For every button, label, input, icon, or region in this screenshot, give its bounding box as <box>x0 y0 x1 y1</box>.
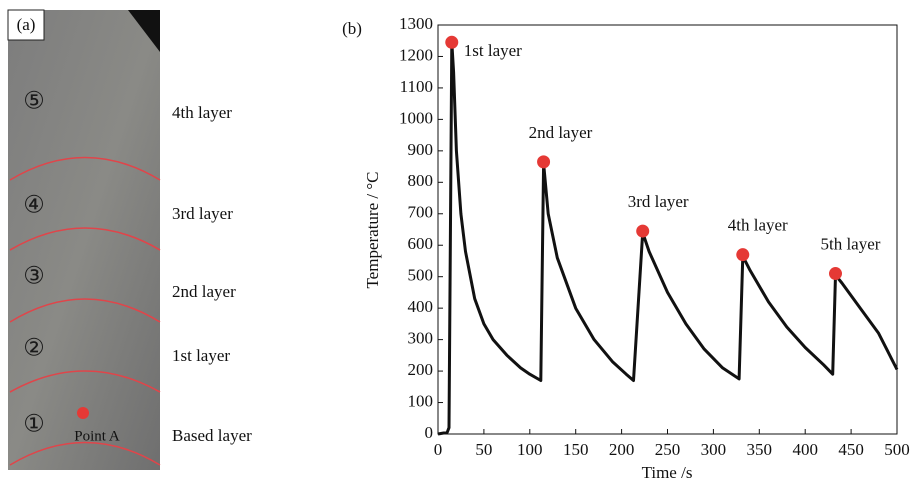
layer-boundaries <box>9 156 161 466</box>
y-tick-label: 100 <box>408 391 434 410</box>
x-tick-label: 500 <box>884 440 910 459</box>
panel-b: (b) Time /s Temperature / °C 0 100 200 300 4… <box>342 14 910 482</box>
y-tick-label: 1100 <box>400 77 433 96</box>
boundary <box>9 156 161 181</box>
plot-frame <box>437 24 898 435</box>
x-tick-label: 200 <box>609 440 635 459</box>
temperature-line <box>437 40 899 436</box>
layer-number: ④ <box>23 193 45 219</box>
y-tick-label: 800 <box>408 171 434 190</box>
layer-label: 2nd layer <box>172 282 236 301</box>
y-tick-label: 400 <box>408 297 434 316</box>
boundary <box>9 441 161 466</box>
boundary <box>9 298 161 323</box>
layer-number: ⑤ <box>23 89 45 115</box>
peak-label: 2nd layer <box>529 123 593 142</box>
photo <box>8 10 160 470</box>
boundary <box>9 227 161 251</box>
x-tick-label: 300 <box>701 440 727 459</box>
y-tick-label: 500 <box>408 266 434 285</box>
peak-label: 3rd layer <box>628 192 689 211</box>
x-tick-label: 50 <box>475 440 492 459</box>
y-tick-label: 900 <box>408 140 434 159</box>
peak-label: 1st layer <box>464 41 522 60</box>
layer-label: 4th layer <box>172 103 232 122</box>
layer-number: ③ <box>23 264 45 290</box>
y-tick-label: 200 <box>408 360 434 379</box>
layer-label: Based layer <box>172 426 252 445</box>
panel-label: (a) <box>17 15 36 34</box>
x-tick-label: 400 <box>792 440 818 459</box>
y-axis-label: Temperature / °C <box>363 171 382 288</box>
y-tick-label: 1000 <box>399 108 433 127</box>
peak-point <box>736 248 750 262</box>
panel-a: (a) ⑤ ④ ③ ② ① Point A 4th layer 3rd laye… <box>7 9 252 470</box>
x-tick-label: 250 <box>655 440 681 459</box>
point-label: Point A <box>74 428 120 444</box>
point-a-marker <box>77 407 89 419</box>
peak-point <box>828 267 842 281</box>
peak-label: 5th layer <box>820 234 880 253</box>
boundary <box>9 370 161 393</box>
peak-label: 4th layer <box>728 216 788 235</box>
x-tick-label: 450 <box>838 440 864 459</box>
panel-label: (b) <box>342 19 362 38</box>
x-tick-label: 150 <box>563 440 589 459</box>
photo-corner <box>128 10 160 52</box>
layer-number: ① <box>23 412 45 438</box>
y-tick-label: 600 <box>408 234 434 253</box>
peak-point <box>537 155 551 169</box>
layer-label: 3rd layer <box>172 204 233 223</box>
peak-point <box>445 35 459 49</box>
y-tick-label: 1300 <box>399 14 433 33</box>
x-axis-label: Time /s <box>642 463 693 482</box>
x-tick-label: 350 <box>747 440 773 459</box>
y-tick-label: 700 <box>408 203 434 222</box>
x-tick-label: 100 <box>517 440 543 459</box>
x-tick-label: 0 <box>434 440 443 459</box>
layer-number: ② <box>23 336 45 362</box>
layer-label: 1st layer <box>172 346 230 365</box>
y-tick-label: 0 <box>425 423 434 442</box>
peak-point <box>636 224 650 238</box>
y-tick-label: 1200 <box>399 45 433 64</box>
y-tick-label: 300 <box>408 329 434 348</box>
panel-label-box <box>7 9 45 41</box>
